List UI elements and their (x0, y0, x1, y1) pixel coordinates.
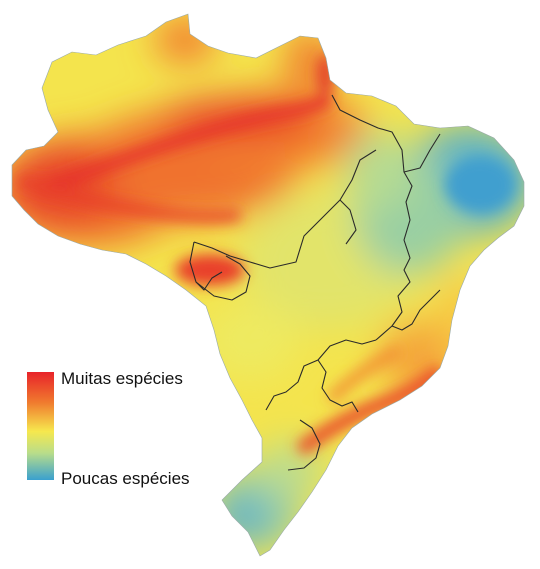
legend-color-bar (27, 372, 54, 480)
legend-high-label: Muitas espécies (61, 369, 183, 388)
biome-borders (189, 94, 441, 471)
legend-low-label: Poucas espécies (61, 469, 190, 488)
